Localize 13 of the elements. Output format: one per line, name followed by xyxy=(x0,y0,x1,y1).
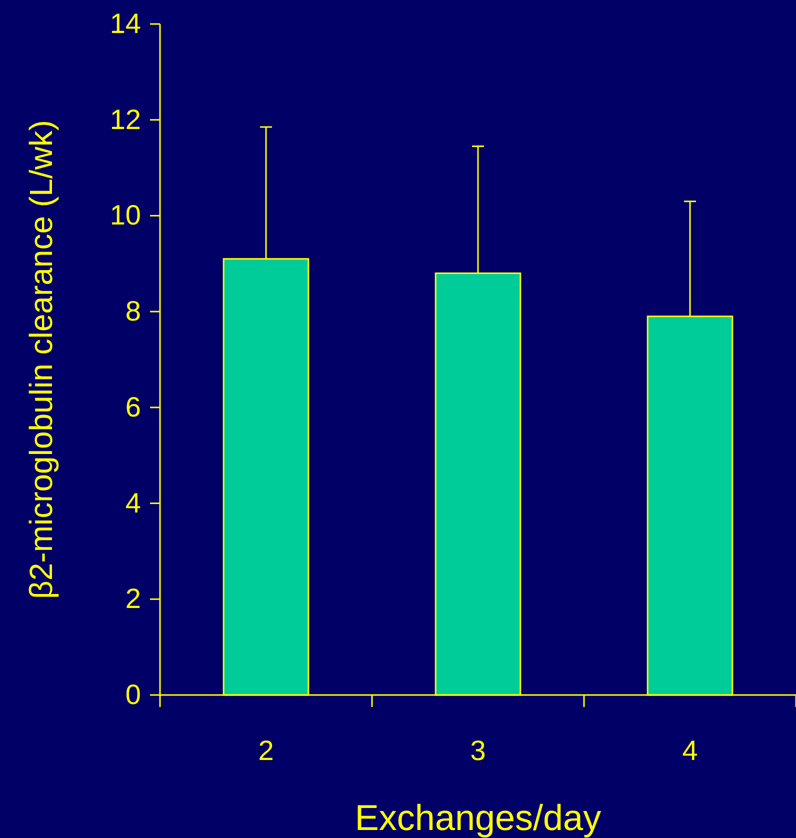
y-tick-label: 14 xyxy=(110,8,141,39)
y-tick-label: 8 xyxy=(125,296,141,327)
y-axis-title: β2-microglobulin clearance (L/wk) xyxy=(23,120,59,600)
x-axis-title: Exchanges/day xyxy=(354,797,602,838)
y-tick-label: 10 xyxy=(110,200,141,231)
x-tick-label: 3 xyxy=(470,735,486,766)
y-tick-label: 4 xyxy=(125,487,141,518)
y-tick-label: 6 xyxy=(125,391,141,422)
x-tick-label: 2 xyxy=(258,735,274,766)
y-tick-label: 2 xyxy=(125,583,141,614)
x-tick-label: 4 xyxy=(682,735,698,766)
y-tick-label: 0 xyxy=(125,678,141,710)
y-tick-label: 12 xyxy=(110,104,141,135)
